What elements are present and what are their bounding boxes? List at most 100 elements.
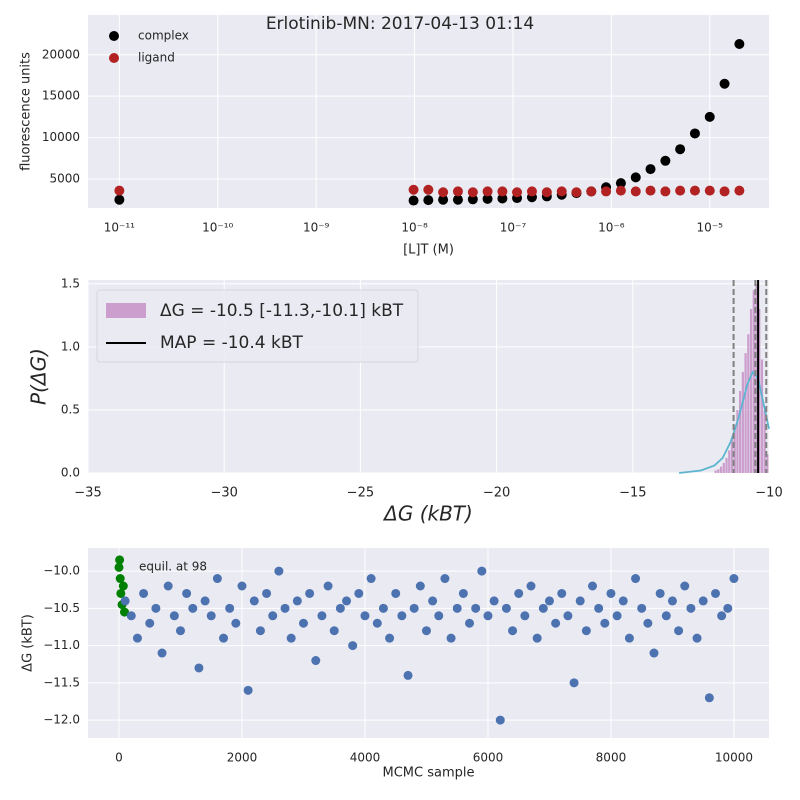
data-point xyxy=(115,555,125,565)
data-point xyxy=(655,588,665,598)
data-point xyxy=(114,194,125,205)
data-point xyxy=(471,603,481,613)
data-point xyxy=(615,178,626,189)
data-point xyxy=(348,641,358,651)
data-point xyxy=(467,187,478,198)
x-tick-label: 10⁻⁹ xyxy=(303,221,330,235)
y-tick-label: −11.5 xyxy=(43,675,80,689)
data-point xyxy=(508,626,518,636)
histogram-bar xyxy=(719,466,723,473)
data-point xyxy=(446,633,456,643)
data-point xyxy=(483,611,493,621)
data-point xyxy=(132,633,142,643)
data-point xyxy=(674,626,684,636)
data-point xyxy=(606,588,616,598)
data-point xyxy=(495,715,505,725)
data-point xyxy=(212,574,222,584)
data-point xyxy=(408,195,419,206)
x-tick-label: 10⁻¹⁰ xyxy=(202,221,233,235)
data-point xyxy=(280,603,290,613)
data-point xyxy=(586,186,597,197)
histogram-bar xyxy=(730,438,734,473)
x-tick-label: 4000 xyxy=(350,751,381,765)
data-point xyxy=(467,194,478,205)
data-point xyxy=(512,187,523,198)
x-tick-label: 0 xyxy=(115,751,123,765)
data-point xyxy=(675,144,686,155)
data-point xyxy=(114,185,125,196)
data-point xyxy=(305,588,315,598)
data-point xyxy=(409,603,419,613)
x-tick-label: 10⁻⁵ xyxy=(697,221,724,235)
data-point xyxy=(689,185,700,196)
data-point xyxy=(649,648,659,658)
legend-marker xyxy=(106,303,146,318)
data-point xyxy=(292,596,302,606)
data-point xyxy=(440,574,450,584)
data-point xyxy=(557,588,567,598)
data-point xyxy=(482,186,493,197)
y-tick-label: −10.5 xyxy=(43,601,80,615)
data-point xyxy=(342,596,352,606)
histogram-bar xyxy=(722,462,725,473)
data-point xyxy=(645,164,656,175)
data-point xyxy=(311,656,321,666)
legend-marker xyxy=(109,53,119,63)
data-point xyxy=(497,186,508,197)
x-tick-label: 6000 xyxy=(473,751,504,765)
histogram-bar xyxy=(752,290,755,473)
legend-label: ΔG = -10.5 [-11.3,-10.1] kBT xyxy=(160,301,404,321)
data-point xyxy=(366,574,376,584)
data-point xyxy=(428,596,438,606)
data-point xyxy=(618,596,628,606)
y-axis-label: fluorescence units xyxy=(19,52,34,171)
data-point xyxy=(249,596,259,606)
data-point xyxy=(719,78,730,89)
data-point xyxy=(408,184,419,195)
data-point xyxy=(243,685,253,695)
data-point xyxy=(532,633,542,643)
data-point xyxy=(704,111,715,122)
data-point xyxy=(438,187,449,198)
data-point xyxy=(403,670,413,680)
plot-background xyxy=(88,15,769,208)
data-point xyxy=(360,611,370,621)
data-point xyxy=(415,581,425,591)
data-point xyxy=(660,186,671,197)
data-point xyxy=(680,581,690,591)
x-tick-label: −20 xyxy=(483,486,510,501)
y-axis-label: ΔG (kBT) xyxy=(21,614,36,672)
y-axis-label: P(ΔG) xyxy=(27,348,51,405)
data-point xyxy=(704,693,714,703)
data-point xyxy=(151,603,161,613)
histogram-bar xyxy=(733,425,736,473)
legend-frame xyxy=(96,289,419,363)
x-tick-label: −10 xyxy=(755,486,782,501)
data-point xyxy=(421,626,431,636)
legend-label: MAP = -10.4 kBT xyxy=(160,333,303,353)
x-tick-label: 10000 xyxy=(715,751,753,765)
data-point xyxy=(188,603,198,613)
data-point xyxy=(175,626,185,636)
histogram-bar xyxy=(741,372,744,473)
data-point xyxy=(538,603,548,613)
data-point xyxy=(630,186,641,197)
data-point xyxy=(563,611,573,621)
x-tick-label: 2000 xyxy=(227,751,258,765)
data-point xyxy=(661,611,671,621)
data-point xyxy=(194,663,204,673)
data-point xyxy=(169,611,179,621)
data-point xyxy=(569,678,579,688)
data-point xyxy=(719,186,730,197)
data-point xyxy=(717,611,727,621)
data-point xyxy=(231,618,241,628)
data-point xyxy=(520,611,530,621)
data-point xyxy=(255,626,265,636)
data-point xyxy=(601,186,612,197)
data-point xyxy=(637,603,647,613)
data-point xyxy=(729,574,739,584)
x-axis-label: [L]T (M) xyxy=(403,243,454,258)
data-point xyxy=(667,596,677,606)
x-tick-label: 8000 xyxy=(596,751,627,765)
data-point xyxy=(385,633,395,643)
